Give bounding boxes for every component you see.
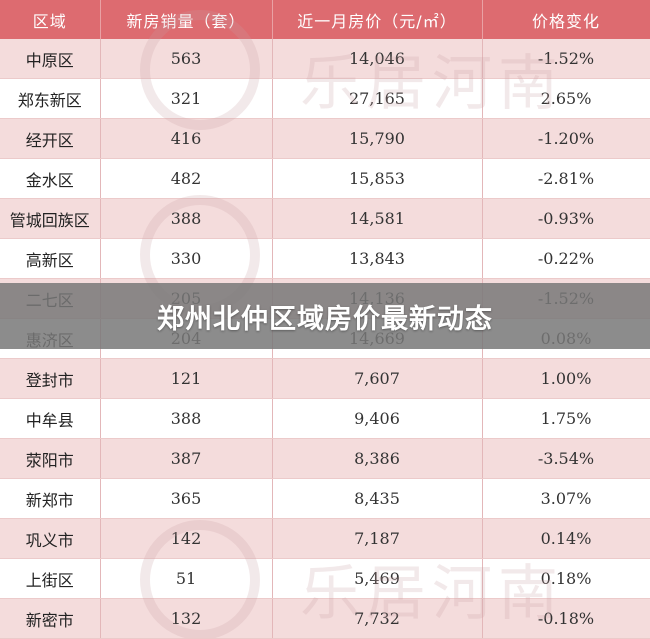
cell-change: 1.75% bbox=[482, 398, 650, 439]
cell-price: 8,386 bbox=[272, 438, 483, 479]
cell-sales: 121 bbox=[100, 358, 273, 399]
banner-title: 郑州北仲区域房价最新动态 bbox=[157, 303, 493, 335]
cell-price: 27,165 bbox=[272, 78, 483, 119]
cell-price: 7,187 bbox=[272, 518, 483, 559]
cell-sales: 482 bbox=[100, 158, 273, 199]
table-header-row: 区域 新房销量（套） 近一月房价（元/㎡） 价格变化 bbox=[0, 0, 650, 39]
cell-price: 14,046 bbox=[272, 39, 483, 79]
cell-region: 巩义市 bbox=[0, 518, 101, 559]
cell-sales: 51 bbox=[100, 558, 273, 599]
table-row: 高新区 330 13,843 -0.22% bbox=[0, 238, 650, 279]
cell-sales: 387 bbox=[100, 438, 273, 479]
cell-change: -3.54% bbox=[482, 438, 650, 479]
cell-sales: 388 bbox=[100, 198, 273, 239]
cell-sales: 132 bbox=[100, 598, 273, 639]
cell-sales: 365 bbox=[100, 478, 273, 519]
cell-price: 15,790 bbox=[272, 118, 483, 159]
table-row: 巩义市 142 7,187 0.14% bbox=[0, 518, 650, 559]
cell-price: 7,607 bbox=[272, 358, 483, 399]
cell-price: 14,581 bbox=[272, 198, 483, 239]
header-sales: 新房销量（套） bbox=[100, 0, 273, 39]
cell-change: 1.00% bbox=[482, 358, 650, 399]
header-price: 近一月房价（元/㎡） bbox=[272, 0, 483, 39]
cell-price: 9,406 bbox=[272, 398, 483, 439]
cell-price: 15,853 bbox=[272, 158, 483, 199]
cell-region: 金水区 bbox=[0, 158, 101, 199]
cell-region: 经开区 bbox=[0, 118, 101, 159]
cell-region: 中原区 bbox=[0, 39, 101, 79]
cell-change: -0.22% bbox=[482, 238, 650, 279]
cell-region: 新密市 bbox=[0, 598, 101, 639]
cell-change: -2.81% bbox=[482, 158, 650, 199]
cell-region: 登封市 bbox=[0, 358, 101, 399]
header-region: 区域 bbox=[0, 0, 101, 39]
table-row: 中牟县 388 9,406 1.75% bbox=[0, 398, 650, 439]
table-row: 管城回族区 388 14,581 -0.93% bbox=[0, 198, 650, 239]
table-row: 荥阳市 387 8,386 -3.54% bbox=[0, 438, 650, 479]
table-row: 经开区 416 15,790 -1.20% bbox=[0, 118, 650, 159]
title-banner: 郑州北仲区域房价最新动态 bbox=[0, 283, 650, 349]
cell-sales: 330 bbox=[100, 238, 273, 279]
table-row: 登封市 121 7,607 1.00% bbox=[0, 358, 650, 399]
cell-change: 0.14% bbox=[482, 518, 650, 559]
cell-region: 上街区 bbox=[0, 558, 101, 599]
cell-change: -1.20% bbox=[482, 118, 650, 159]
cell-price: 8,435 bbox=[272, 478, 483, 519]
table-row: 新郑市 365 8,435 3.07% bbox=[0, 478, 650, 519]
cell-change: -1.52% bbox=[482, 39, 650, 79]
table-row: 新密市 132 7,732 -0.18% bbox=[0, 598, 650, 639]
table-row: 中原区 563 14,046 -1.52% bbox=[0, 39, 650, 79]
cell-change: -0.18% bbox=[482, 598, 650, 639]
cell-region: 管城回族区 bbox=[0, 198, 101, 239]
cell-change: 2.65% bbox=[482, 78, 650, 119]
cell-region: 郑东新区 bbox=[0, 78, 101, 119]
cell-sales: 388 bbox=[100, 398, 273, 439]
cell-sales: 142 bbox=[100, 518, 273, 559]
table-row: 金水区 482 15,853 -2.81% bbox=[0, 158, 650, 199]
table-row: 上街区 51 5,469 0.18% bbox=[0, 558, 650, 599]
table-row: 郑东新区 321 27,165 2.65% bbox=[0, 78, 650, 119]
cell-sales: 563 bbox=[100, 39, 273, 79]
cell-change: -0.93% bbox=[482, 198, 650, 239]
header-change: 价格变化 bbox=[482, 0, 650, 39]
cell-region: 高新区 bbox=[0, 238, 101, 279]
cell-region: 中牟县 bbox=[0, 398, 101, 439]
cell-sales: 416 bbox=[100, 118, 273, 159]
cell-price: 13,843 bbox=[272, 238, 483, 279]
cell-sales: 321 bbox=[100, 78, 273, 119]
cell-price: 5,469 bbox=[272, 558, 483, 599]
cell-price: 7,732 bbox=[272, 598, 483, 639]
cell-region: 新郑市 bbox=[0, 478, 101, 519]
cell-change: 0.18% bbox=[482, 558, 650, 599]
cell-change: 3.07% bbox=[482, 478, 650, 519]
cell-region: 荥阳市 bbox=[0, 438, 101, 479]
